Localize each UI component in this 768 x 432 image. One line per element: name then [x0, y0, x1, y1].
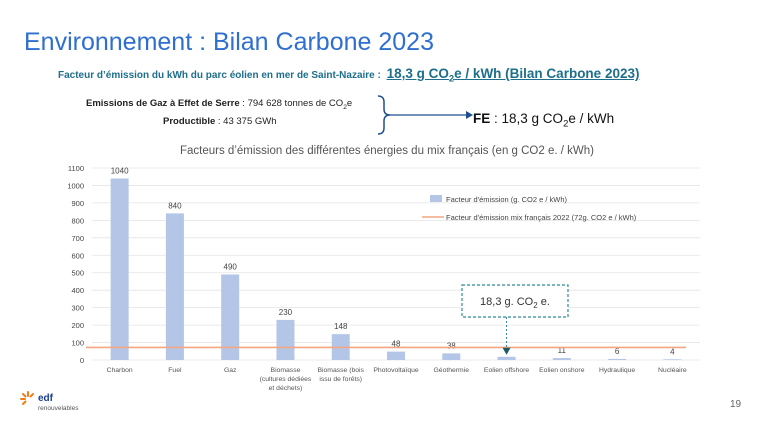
- x-tick-label: (cultures dédiées: [260, 376, 312, 383]
- data-label: 840: [168, 201, 182, 210]
- annotation-box: [461, 284, 569, 318]
- curly-brace-arrow-icon: [377, 95, 473, 135]
- y-tick-label: 900: [71, 199, 84, 208]
- bar: [221, 274, 240, 360]
- emissions-line: Emissions de Gaz à Effet de Serre : 794 …: [86, 98, 353, 111]
- data-label: 38: [447, 341, 456, 350]
- productible-value: : 43 375 GWh: [215, 116, 277, 127]
- data-label: 6: [615, 347, 620, 356]
- x-tick-label: Biomasse (bois: [317, 367, 364, 374]
- x-tick-label: Charbon: [107, 367, 133, 374]
- y-tick-label: 800: [71, 216, 84, 225]
- x-tick-label: Biomasse: [271, 367, 301, 374]
- subtitle-label: Facteur d’émission du kWh du parc éolien…: [58, 70, 381, 81]
- y-tick-label: 1000: [67, 181, 84, 190]
- productible-line: Productible : 43 375 GWh: [163, 116, 277, 127]
- annotation-text: 18,3 g. CO2 e.: [480, 296, 550, 310]
- y-tick-label: 300: [71, 304, 84, 313]
- data-label: 148: [334, 322, 348, 331]
- data-label: 4: [670, 347, 675, 356]
- emission-factors-chart: 0 100 200 300 400 500 600 700 800 900 1000 1100 1040…: [67, 164, 700, 392]
- y-tick-label: 1100: [68, 164, 84, 173]
- y-tick-label: 200: [71, 321, 84, 330]
- bar: [608, 358, 627, 360]
- subtitle-value: 18,3 g CO2e / kWh (Bilan Carbone 2023): [386, 66, 640, 85]
- legend-swatch: [430, 195, 442, 202]
- bar: [165, 213, 184, 360]
- x-tick-label: Eolien offshore: [484, 367, 529, 374]
- bar: [497, 356, 516, 360]
- y-tick-label: 100: [71, 339, 84, 348]
- emission-factor-subtitle: Facteur d’émission du kWh du parc éolien…: [58, 66, 639, 85]
- data-label: 1040: [111, 166, 129, 175]
- y-tick-label: 700: [71, 234, 84, 243]
- fe-label: FE: [473, 111, 491, 126]
- edf-logo-icon: [20, 391, 34, 405]
- x-tick-label: Hydraulique: [599, 367, 635, 374]
- bar: [552, 358, 571, 360]
- x-tick-label: Fuel: [168, 367, 182, 374]
- bar: [276, 319, 295, 360]
- data-label: 490: [224, 262, 238, 271]
- y-tick-label: 400: [71, 286, 84, 295]
- fe-result: FE : 18,3 g CO2e / kWh: [473, 111, 615, 130]
- data-label: 11: [558, 346, 567, 355]
- bar: [387, 351, 405, 360]
- edf-logo-text: edf renouvelables: [38, 393, 79, 413]
- annotation-arrow-icon: [502, 347, 511, 355]
- x-tick-label: Gaz: [224, 367, 237, 374]
- bar: [110, 178, 129, 360]
- y-tick-label: 600: [71, 251, 84, 260]
- x-tick-label: et déchets): [269, 385, 303, 392]
- data-label: 230: [279, 308, 293, 317]
- bar: [442, 353, 461, 360]
- x-tick-label: Eolien onshore: [539, 367, 585, 374]
- bar: [663, 359, 682, 360]
- productible-label: Productible: [163, 116, 216, 127]
- emissions-label: Emissions de Gaz à Effet de Serre: [86, 98, 240, 109]
- page-number: 19: [730, 399, 742, 410]
- x-tick-label: Nucléaire: [658, 367, 687, 374]
- y-tick-label: 500: [71, 269, 84, 278]
- legend-label: Facteur d'émission mix français 2022 (72…: [446, 213, 637, 222]
- chart-title: Facteurs d’émission des différentes éner…: [180, 145, 594, 157]
- x-tick-label: Photovoltaïque: [373, 367, 419, 374]
- data-label: 48: [392, 340, 401, 349]
- legend-label: Facteur d'émission (g. CO2 e / kWh): [446, 195, 568, 204]
- y-tick-label: 0: [80, 356, 84, 365]
- x-tick-label: Géothermie: [434, 367, 470, 374]
- slide-title: Environnement : Bilan Carbone 2023: [24, 28, 434, 56]
- x-tick-label: issu de forêts): [319, 376, 362, 383]
